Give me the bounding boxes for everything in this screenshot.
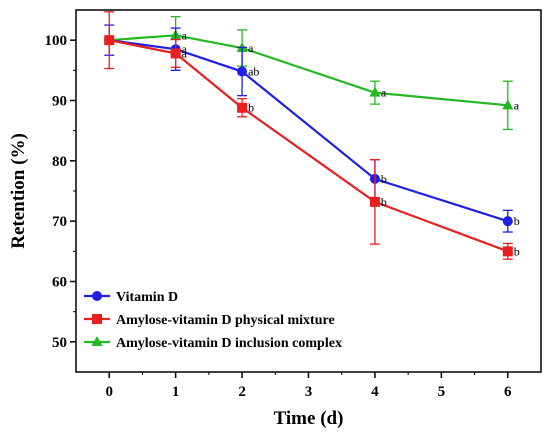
legend-label: Amylose-vitamin D physical mixture <box>116 313 335 328</box>
significance-label: b <box>248 101 254 115</box>
data-point <box>502 99 514 110</box>
significance-label: b <box>514 214 520 228</box>
x-tick-label: 2 <box>238 384 246 400</box>
significance-label: b <box>514 244 520 258</box>
data-point <box>170 48 181 59</box>
series-line <box>108 39 509 253</box>
data-point <box>502 216 513 227</box>
legend-entry: Vitamin D <box>84 290 178 305</box>
x-tick-label: 5 <box>438 384 446 400</box>
significance-label: a <box>182 46 188 60</box>
x-axis-title: Time (d) <box>274 408 344 429</box>
legend-label: Amylose-vitamin D inclusion complex <box>116 336 342 351</box>
y-tick-label: 50 <box>52 335 67 351</box>
data-point <box>369 86 381 97</box>
data-point <box>104 35 115 46</box>
significance-label: b <box>381 172 387 186</box>
significance-label: b <box>381 195 387 209</box>
legend: Vitamin D Amylose-vitamin D physical mixt… <box>84 290 342 351</box>
data-point <box>237 102 248 113</box>
y-tick-label: 70 <box>52 214 67 230</box>
data-point <box>91 336 103 346</box>
x-tick-label: 6 <box>504 384 512 400</box>
y-axis-title: Retention (%) <box>8 133 29 249</box>
series-line <box>109 34 508 107</box>
legend-entry: Amylose-vitamin D inclusion complex <box>84 336 342 351</box>
significance-label: a <box>514 98 520 112</box>
data-point <box>502 246 513 257</box>
x-tick-label: 1 <box>172 384 180 400</box>
significance-label: a <box>381 86 387 100</box>
significance-label: a <box>182 42 188 56</box>
data-point <box>92 291 102 301</box>
x-tick-label: 4 <box>371 384 379 400</box>
legend-label: Vitamin D <box>116 290 178 305</box>
y-tick-label: 100 <box>45 33 68 49</box>
significance-label: ab <box>248 65 259 79</box>
y-tick-label: 90 <box>52 94 67 110</box>
x-tick-label: 0 <box>105 384 113 400</box>
significance-label: a <box>182 28 188 42</box>
data-point <box>237 66 248 77</box>
significance-label: a <box>248 41 254 55</box>
series-line <box>109 39 509 223</box>
data-point <box>92 314 102 324</box>
y-tick-label: 60 <box>52 275 67 291</box>
axes: 0 1 2 3 4 5 6 50 60 70 80 90 100 <box>45 9 542 400</box>
legend-entry: Amylose-vitamin D physical mixture <box>84 313 335 328</box>
data-point <box>369 196 380 207</box>
x-tick-label: 3 <box>305 384 313 400</box>
y-tick-label: 80 <box>52 154 67 170</box>
